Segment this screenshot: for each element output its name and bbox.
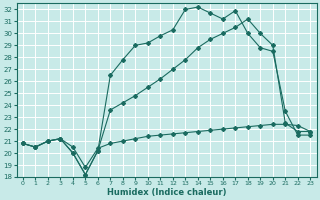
X-axis label: Humidex (Indice chaleur): Humidex (Indice chaleur) [107,188,226,197]
